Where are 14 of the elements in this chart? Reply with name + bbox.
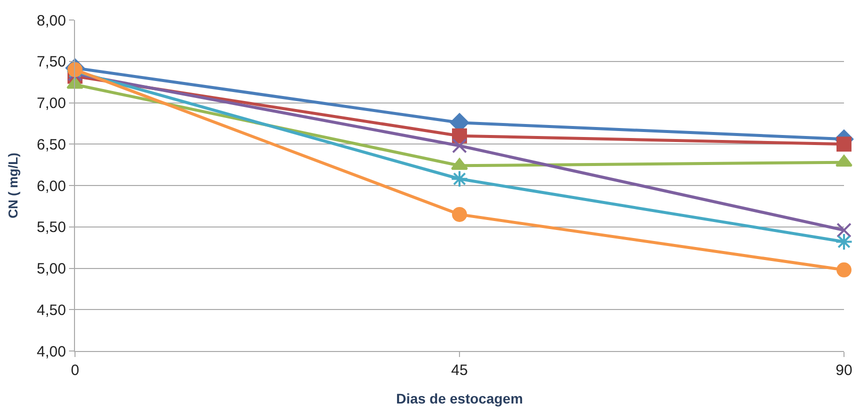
y-tick-label: 4,00	[36, 343, 66, 360]
y-tick-label: 4,50	[36, 302, 66, 319]
y-tick-label: 6,00	[36, 178, 66, 195]
y-tick-label: 5,00	[36, 260, 66, 278]
x-tick-label: 45	[451, 362, 468, 379]
x-axis-title: Dias de estocagem	[396, 390, 523, 406]
x-tick-label: 90	[836, 362, 852, 379]
x-tick-label: 0	[70, 362, 80, 379]
y-tick-label: 7,00	[36, 95, 66, 112]
y-axis-title: CN ( mg/L)	[6, 152, 21, 218]
y-tick-label: 5,50	[36, 219, 66, 236]
y-tick-label: 6,50	[36, 136, 66, 154]
y-tick-label: 8,00	[36, 12, 66, 30]
y-tick-label: 7,50	[36, 54, 66, 71]
